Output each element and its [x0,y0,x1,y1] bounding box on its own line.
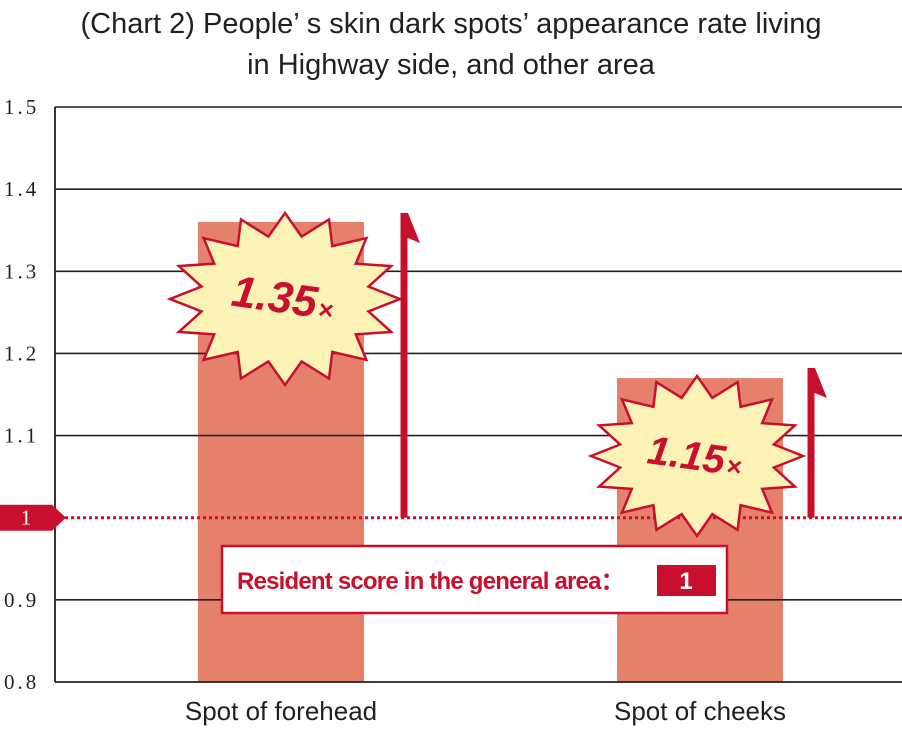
data-label-2: 1.15× [645,428,745,485]
burst-callout-2 [587,373,807,539]
burst-callout-1 [166,210,404,388]
data-label-1: 1.35× [229,267,338,330]
y-tick-label: 0.8 [4,670,39,694]
data-label-multiplier: × [316,294,335,326]
increase-arrow-head-1 [400,213,420,243]
y-tick-label: 1.1 [4,424,39,448]
x-tick-label: Spot of cheeks [614,696,786,726]
chart-title-line-2: in Highway side, and other area [247,49,655,81]
y-tick-label: 1.5 [4,95,39,119]
data-label-multiplier: × [724,450,743,482]
baseline-note-text: Resident score in the general area： [237,568,624,595]
y-tick-label: 0.9 [4,588,39,612]
y-tick-label: 1.4 [4,177,39,201]
baseline-marker-label: 1 [21,506,32,530]
data-label-value: 1.15 [645,428,729,483]
y-tick-label: 1.3 [4,259,39,283]
baseline-marker [0,504,66,531]
y-tick-label: 1.2 [4,341,39,365]
chart-title-line-1: (Chart 2) People’ s skin dark spots’ app… [80,8,822,40]
data-label-value: 1.35 [229,267,321,328]
baseline-note-value-box [657,565,716,596]
x-tick-label: Spot of forehead [185,696,377,726]
baseline-note-box [220,544,729,615]
increase-arrow-head-2 [807,368,827,398]
baseline-note-value: 1 [679,568,692,595]
chart-title: (Chart 2) People’ s skin dark spots’ app… [0,4,902,86]
